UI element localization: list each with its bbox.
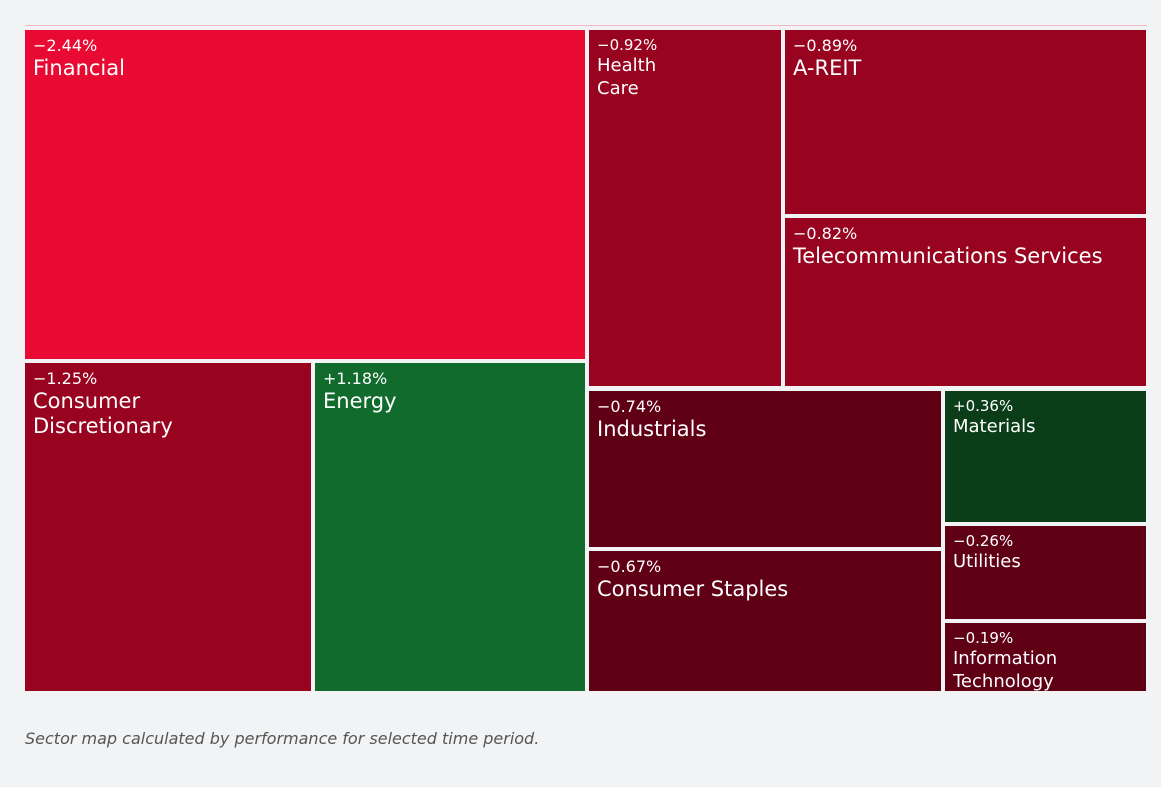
sector-name: Consumer Discretionary	[33, 389, 173, 438]
value-label: −0.26%	[953, 532, 1014, 550]
sector-name: Financial	[33, 56, 125, 80]
sector-name: A-REIT	[793, 56, 862, 80]
value-label: −2.44%	[33, 36, 98, 55]
tile: −0.92% Health Care	[589, 30, 781, 386]
value-label: −0.92%	[597, 36, 658, 54]
tile: −0.67% Consumer Staples	[589, 551, 941, 691]
treemap: −2.44% Financial −1.25% Consumer Discretion…	[25, 25, 1147, 692]
tile: +0.36% Materials	[945, 391, 1146, 522]
sector-name: Utilities	[953, 551, 1021, 572]
tile: −0.74% Industrials	[589, 391, 941, 547]
tile: −0.26% Utilities	[945, 526, 1146, 619]
sector-name: Materials	[953, 416, 1036, 437]
tile: −0.89% A-REIT	[785, 30, 1146, 214]
sector-name: Energy	[323, 389, 397, 413]
value-label: −1.25%	[33, 369, 98, 388]
value-label: −0.67%	[597, 557, 662, 576]
tile: +1.18% Energy	[315, 363, 585, 691]
sector-name: Telecommunications Services	[793, 244, 1103, 268]
value-label: −0.82%	[793, 224, 858, 243]
tile: −0.82% Telecommunications Services	[785, 218, 1146, 386]
sector-name: Information Technology	[953, 648, 1058, 691]
value-label: +1.18%	[323, 369, 388, 388]
caption: Sector map calculated by performance for…	[25, 729, 540, 748]
sector-name: Consumer Staples	[597, 577, 789, 601]
tile: −2.44% Financial	[25, 30, 585, 359]
value-label: +0.36%	[953, 397, 1014, 415]
value-label: −0.74%	[597, 397, 662, 416]
sector-name: Industrials	[597, 417, 707, 441]
value-label: −0.89%	[793, 36, 858, 55]
sector-name: Health Care	[597, 55, 657, 99]
value-label: −0.19%	[953, 629, 1014, 647]
tile: −1.25% Consumer Discretionary	[25, 363, 311, 691]
tile: −0.19% Information Technology	[945, 623, 1146, 691]
